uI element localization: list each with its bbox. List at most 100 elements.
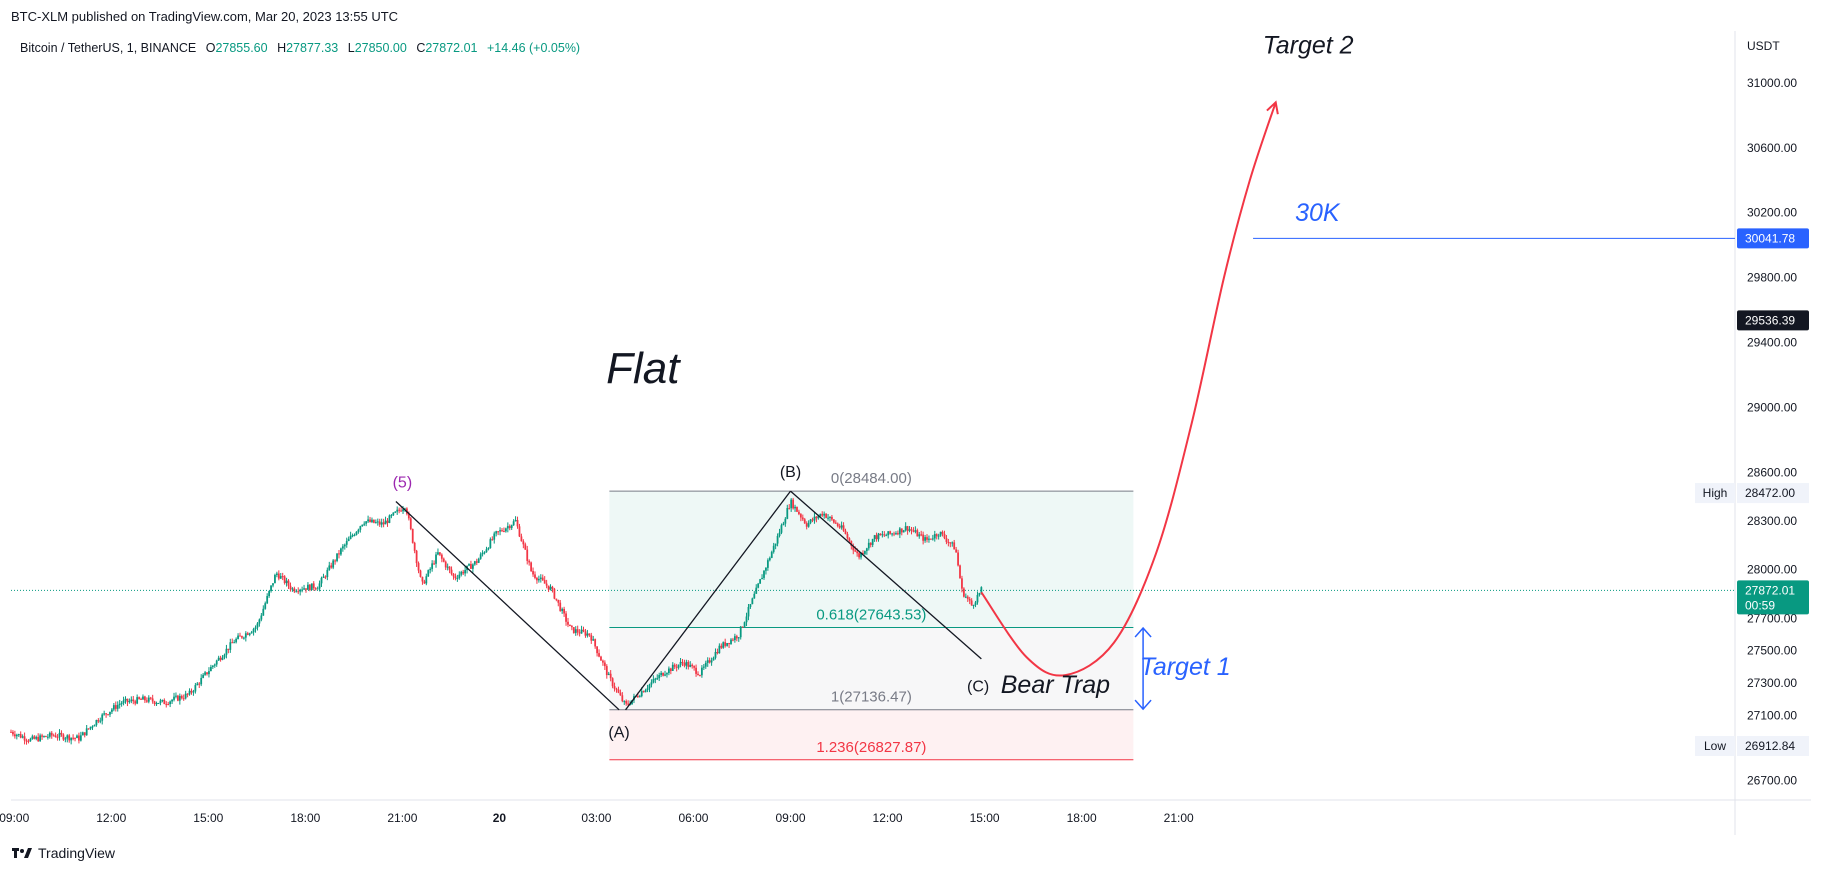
candle-body — [440, 554, 443, 559]
candle-body — [322, 576, 325, 578]
candle-body — [858, 553, 860, 558]
candle-body — [116, 704, 119, 709]
footer-brand[interactable]: TradingView — [12, 845, 115, 861]
candle-body — [898, 528, 901, 535]
candle-body — [640, 691, 643, 697]
candle-body — [23, 736, 26, 741]
candle-body — [175, 695, 177, 697]
range-tag: Low — [1704, 739, 1726, 753]
candle-body — [613, 686, 616, 689]
candle-body — [522, 541, 525, 545]
y-tick-label: 27300.00 — [1747, 676, 1797, 690]
x-tick-label: 09:00 — [776, 811, 806, 825]
candle-body — [101, 714, 104, 721]
price-badge-bg — [1737, 310, 1809, 331]
candle-body — [248, 633, 251, 635]
price-badge-countdown: 00:59 — [1745, 598, 1775, 612]
x-tick-label: 12:00 — [96, 811, 126, 825]
candle-body — [41, 735, 43, 737]
x-tick-label: 12:00 — [873, 811, 903, 825]
candle-body — [144, 696, 146, 701]
candle-body — [225, 648, 228, 655]
candle-body — [407, 513, 410, 519]
candle-body — [761, 577, 763, 580]
candle-body — [514, 520, 517, 522]
candle-body — [437, 552, 439, 555]
candle-body — [712, 657, 715, 661]
candle-body — [120, 703, 123, 705]
candle-body — [532, 571, 534, 575]
candle-body — [852, 545, 855, 551]
y-tick-label: 28000.00 — [1747, 563, 1797, 577]
annotation-text: Bear Trap — [1001, 671, 1110, 699]
wave-line — [625, 490, 792, 711]
candle-body — [235, 638, 238, 643]
candle-body — [939, 531, 942, 536]
candle-body — [136, 697, 139, 704]
candle-body — [359, 526, 362, 530]
open-label: O — [205, 41, 216, 55]
open-value: 27855.60 — [215, 41, 268, 55]
candle-body — [489, 539, 492, 549]
candle-body — [594, 639, 597, 647]
candle-body — [330, 565, 333, 568]
candle-body — [891, 533, 893, 535]
candle-body — [689, 664, 692, 667]
candle-body — [728, 643, 730, 645]
candle-body — [545, 583, 548, 586]
candle-body — [388, 515, 391, 523]
fib-level-label: 1.236(26827.87) — [816, 739, 926, 756]
candle-body — [462, 571, 465, 574]
candle-body — [796, 506, 798, 512]
symbol-legend[interactable]: Bitcoin / TetherUS, 1, BINANCE O27855.60… — [20, 41, 586, 55]
candle-body — [45, 736, 47, 738]
candle-body — [382, 522, 385, 525]
candle-body — [953, 542, 956, 550]
candle-body — [468, 563, 470, 566]
candle-body — [959, 565, 961, 579]
candle-body — [747, 607, 750, 617]
candle-body — [603, 662, 606, 667]
candle-body — [875, 535, 878, 540]
candle-body — [718, 645, 721, 654]
candle-body — [964, 596, 967, 598]
candle-body — [161, 699, 164, 701]
y-tick-label: 30200.00 — [1747, 206, 1797, 220]
publisher-line: BTC-XLM published on TradingView.com, Ma… — [11, 9, 399, 24]
candle-body — [652, 679, 655, 683]
candle-body — [879, 533, 882, 536]
candle-body — [559, 602, 562, 611]
candle-body — [801, 517, 804, 520]
range-value: 28472.00 — [1745, 486, 1795, 500]
candle-body — [149, 697, 152, 699]
candle-body — [264, 603, 267, 609]
symbol-name: Bitcoin / TetherUS, 1, BINANCE — [20, 41, 197, 55]
candle-body — [528, 560, 531, 563]
x-tick-label: 06:00 — [678, 811, 708, 825]
candle-body — [924, 537, 926, 541]
x-tick-label: 09:00 — [0, 811, 30, 825]
candle-body — [636, 695, 639, 697]
candle-body — [114, 705, 117, 709]
candle-body — [128, 701, 131, 703]
candle-body — [27, 740, 30, 742]
candle-body — [846, 533, 849, 539]
candle-body — [70, 737, 73, 741]
candle-body — [893, 533, 895, 535]
candle-body — [827, 517, 829, 519]
candle-body — [916, 530, 919, 537]
candle-body — [648, 684, 651, 689]
candle-body — [609, 673, 612, 679]
y-tick-label: 27500.00 — [1747, 644, 1797, 658]
candle-body — [607, 673, 610, 676]
x-tick-label: 03:00 — [581, 811, 611, 825]
candle-body — [431, 563, 434, 569]
candle-body — [733, 636, 736, 641]
candle-body — [805, 523, 808, 527]
candle-body — [673, 664, 676, 667]
candle-body — [157, 703, 160, 705]
candle-body — [376, 521, 379, 523]
candle-body — [831, 516, 833, 520]
candle-body — [838, 526, 841, 528]
